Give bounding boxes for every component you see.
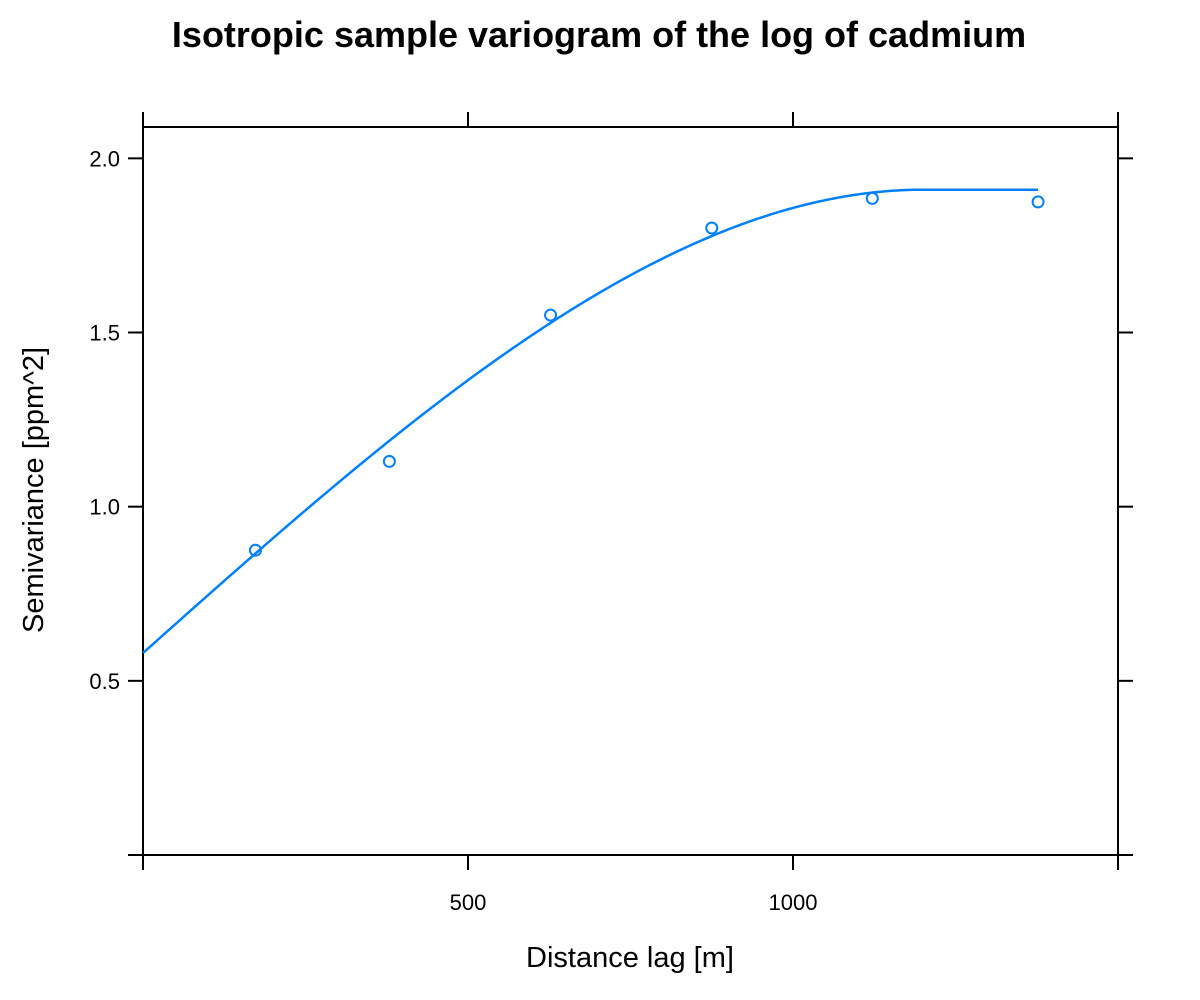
x-axis-label: Distance lag [m] xyxy=(526,942,734,974)
data-point xyxy=(705,221,719,235)
y-tick-label: 0.5 xyxy=(89,669,120,694)
y-axis-label: Semivariance [ppm^2] xyxy=(18,347,50,633)
y-tick-label: 1.5 xyxy=(89,321,120,346)
chart-title: Isotropic sample variogram of the log of… xyxy=(172,14,1026,55)
data-point xyxy=(1031,195,1045,209)
data-point xyxy=(248,543,262,557)
x-axis-top xyxy=(142,112,1119,127)
x-axis: 500 1000 xyxy=(142,855,1119,915)
y-tick-label: 2.0 xyxy=(89,146,120,171)
x-tick-label: 1000 xyxy=(769,890,818,915)
data-point xyxy=(865,191,879,205)
y-axis: 0.5 1.0 1.5 2.0 xyxy=(89,146,1133,856)
data-point xyxy=(544,308,558,322)
x-tick-label: 500 xyxy=(450,890,487,915)
sample-points xyxy=(248,191,1045,557)
data-point xyxy=(382,454,396,468)
plot-frame xyxy=(142,126,1119,856)
fitted-variogram-line xyxy=(142,188,1039,654)
y-tick-label: 1.0 xyxy=(89,495,120,520)
